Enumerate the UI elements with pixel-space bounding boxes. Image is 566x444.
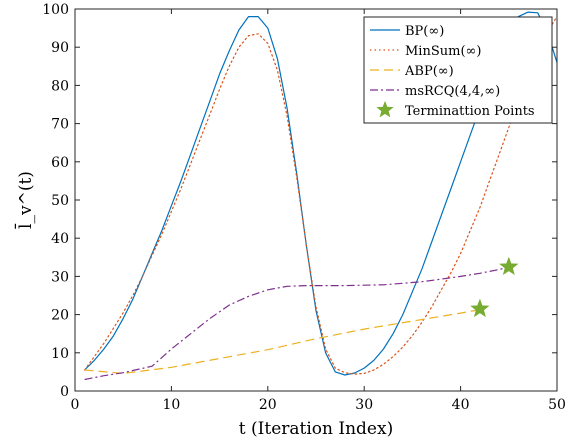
x-tick-label: 10 xyxy=(162,397,180,413)
y-tick-label: 80 xyxy=(51,78,69,94)
y-tick-label: 100 xyxy=(42,2,69,18)
termination-point-marker xyxy=(500,258,517,274)
termination-point-marker xyxy=(471,300,488,316)
x-tick-label: 0 xyxy=(71,397,80,413)
y-tick-label: 70 xyxy=(51,117,69,133)
y-tick-label: 20 xyxy=(51,308,69,324)
y-tick-label: 40 xyxy=(51,231,69,247)
y-tick-label: 30 xyxy=(51,269,69,285)
legend: BP(∞) MinSum(∞) ABP(∞) msRCQ(4,4,∞) Terminat… xyxy=(364,17,552,123)
x-tick-label: 30 xyxy=(355,397,373,413)
series-line-3 xyxy=(85,267,509,380)
y-tick-label: 60 xyxy=(51,155,69,171)
y-axis-label: l̄_v^(t) xyxy=(13,171,36,229)
legend-entry-label: msRCQ(4,4,∞) xyxy=(405,84,500,99)
y-tick-label: 10 xyxy=(51,346,69,362)
legend-entry-label: ABP(∞) xyxy=(404,64,454,79)
series-line-2 xyxy=(85,310,480,374)
legend-entry-label: Terminattion Points xyxy=(405,104,535,119)
x-tick-label: 20 xyxy=(259,397,277,413)
x-axis-label: t (Iteration Index) xyxy=(239,419,393,439)
x-tick-label: 50 xyxy=(548,397,566,413)
y-tick-label: 0 xyxy=(60,384,69,400)
x-tick-label: 40 xyxy=(452,397,470,413)
legend-entry-label: BP(∞) xyxy=(405,24,444,39)
legend-entry-label: MinSum(∞) xyxy=(405,44,481,59)
y-tick-label: 50 xyxy=(51,193,69,209)
y-tick-label: 90 xyxy=(51,40,69,56)
